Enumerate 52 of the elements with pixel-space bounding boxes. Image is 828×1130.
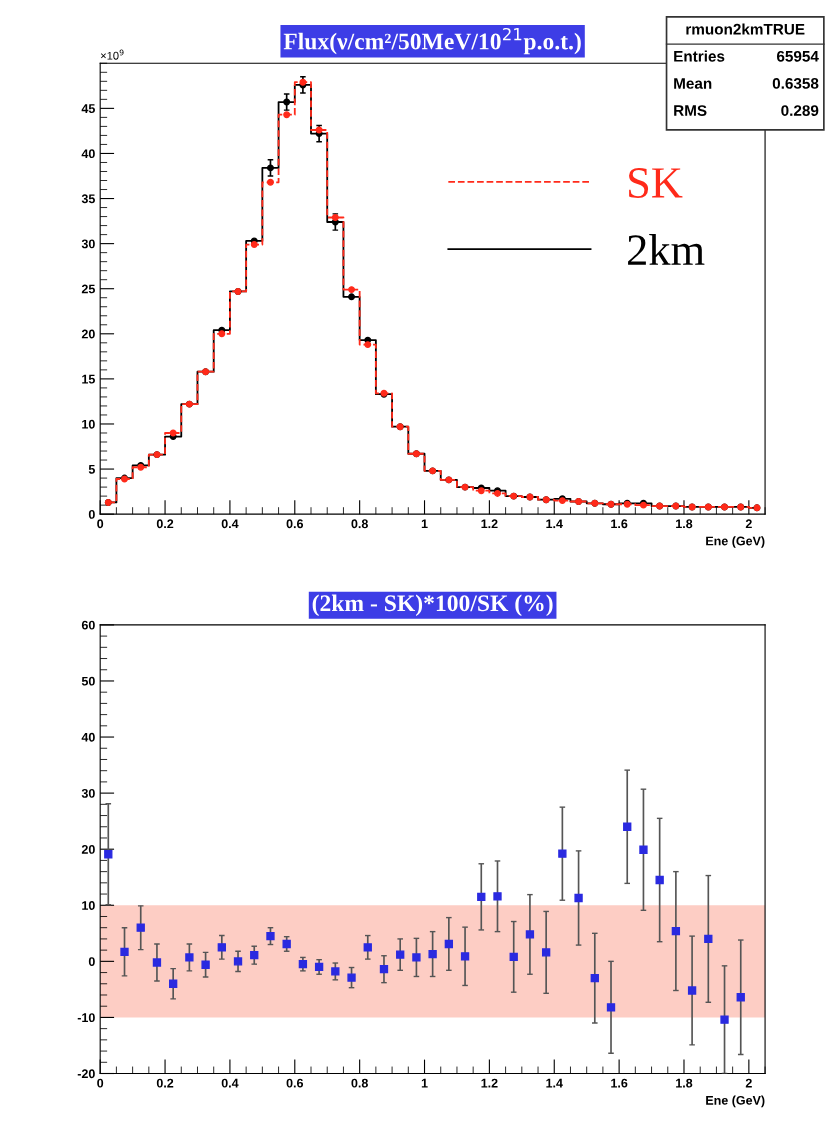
text: Mean 0.6358	[674, 78, 819, 89]
text: RMS 0.289	[674, 105, 819, 116]
x-tick-label: 0.2	[156, 1078, 174, 1088]
x-tick-label: 2	[745, 519, 752, 529]
y-tick-label: 10	[82, 419, 95, 429]
y-tick-label: 20	[81, 329, 95, 339]
x-tick-label: 0.4	[221, 1078, 239, 1088]
y-tick-label: 10	[82, 901, 95, 910]
x-tick-label: 2	[745, 1078, 752, 1088]
y-tick-label: 45	[81, 104, 95, 114]
x-tick-label: 1.2	[481, 519, 498, 529]
chart-title: Flux(ν/cm²/50MeV/10$^{21}$p.o.t.)	[283, 27, 581, 55]
x-tick-label: 0.6	[286, 1078, 304, 1088]
x-axis-title: Ene (GeV)	[706, 1095, 765, 1108]
x-tick-label: 1.2	[481, 1078, 498, 1088]
x-tick-label: 1.4	[546, 519, 563, 529]
y-tick-label: 60	[81, 620, 95, 630]
y-tick-label: 40	[81, 732, 95, 742]
x-tick-label: 1	[421, 519, 428, 529]
legend-label: SK	[629, 168, 683, 198]
y-tick-label: 5	[88, 464, 95, 474]
x-tick-label: 1.6	[611, 1078, 628, 1088]
x-tick-label: 0.4	[221, 519, 239, 529]
x-tick-label: 1.8	[676, 519, 693, 529]
text: rmuon2kmTRUE	[686, 23, 805, 35]
x-tick-label: 0.8	[351, 519, 368, 529]
y-tick-label: 50	[81, 676, 95, 686]
x-tick-label: 0.8	[351, 1078, 368, 1088]
y-tick-label: 15	[82, 374, 95, 384]
text: Entries 65954	[674, 50, 819, 62]
x-tick-label: 1	[421, 1078, 428, 1088]
y-tick-label: -20	[77, 1069, 95, 1079]
y-tick-label: 35	[81, 194, 95, 204]
x-tick-label: 0	[97, 519, 104, 529]
y-tick-label: 0	[88, 957, 95, 966]
x-tick-label: 0.2	[156, 519, 174, 529]
y-tick-label: 20	[81, 845, 95, 854]
text: ×10$^{9}$	[100, 49, 124, 60]
x-tick-label: 1.6	[611, 519, 628, 529]
x-tick-label: 0	[97, 1078, 104, 1088]
chart-title: (2km - SK)*100/SK (%)	[312, 594, 553, 617]
x-tick-label: 0.6	[286, 519, 304, 529]
legend-label: 2km	[628, 233, 705, 265]
y-tick-label: 25	[81, 284, 95, 294]
y-tick-label: 40	[81, 149, 95, 159]
x-tick-label: 1.4	[546, 1078, 563, 1088]
x-axis-title: Ene (GeV)	[706, 536, 765, 548]
y-tick-label: 30	[81, 239, 95, 249]
y-tick-label: 30	[81, 788, 95, 798]
y-tick-label: 0	[88, 509, 95, 519]
y-tick-label: -10	[77, 1013, 95, 1023]
x-tick-label: 1.8	[676, 1078, 693, 1088]
